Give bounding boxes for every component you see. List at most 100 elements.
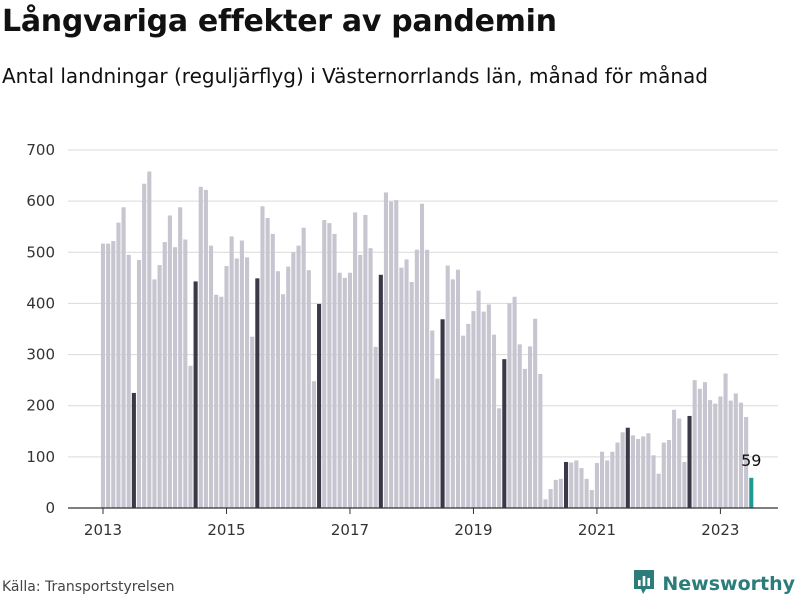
bar-2013-07 <box>131 392 136 508</box>
bar-2019-07 <box>502 359 507 508</box>
brand[interactable]: Newsworthy <box>632 569 795 599</box>
x-tick-label: 2019 <box>454 521 492 539</box>
bar-2014-10 <box>208 245 214 508</box>
bar-2023-03 <box>728 400 733 508</box>
bar-2017-04 <box>363 214 368 508</box>
bar-2013-12 <box>157 265 162 508</box>
bar-2018-09 <box>450 279 455 508</box>
bar-2017-11 <box>399 267 404 508</box>
bar-2021-03 <box>605 460 610 508</box>
bar-2022-01 <box>656 473 661 508</box>
bar-2018-10 <box>455 269 461 508</box>
bar-2015-01 <box>224 266 229 508</box>
bar-2016-08 <box>322 220 327 508</box>
bar-2017-07 <box>378 274 383 508</box>
bar-2015-12 <box>281 294 286 508</box>
bar-2014-09 <box>203 189 208 508</box>
bar-2018-02 <box>414 249 419 509</box>
y-tick-label: 400 <box>26 294 55 312</box>
bar-2015-09 <box>265 218 270 508</box>
bar-2018-03 <box>419 203 425 508</box>
bar-2023-05 <box>738 402 744 508</box>
bar-2019-06 <box>497 408 502 508</box>
bar-2019-01 <box>471 311 476 508</box>
bar-2019-09 <box>512 296 517 508</box>
bar-2018-11 <box>461 335 466 508</box>
bar-2015-07 <box>255 278 260 508</box>
bar-2021-04 <box>610 451 615 508</box>
bar-2013-08 <box>136 259 142 508</box>
bar-2017-10 <box>394 200 399 508</box>
bar-2017-12 <box>404 259 409 508</box>
bar-2016-02 <box>291 252 296 508</box>
bar-2023-07 <box>749 477 754 508</box>
bar-2020-01 <box>533 318 538 508</box>
x-tick-label: 2023 <box>701 521 739 539</box>
bar-2021-10 <box>641 436 646 508</box>
bar-2022-08 <box>692 380 697 508</box>
bar-2021-12 <box>651 455 656 508</box>
brand-name: Newsworthy <box>662 573 795 595</box>
bar-2017-05 <box>368 248 373 508</box>
bar-2020-11 <box>584 478 589 508</box>
data-labels: 59 <box>741 451 761 470</box>
bar-2022-02 <box>661 442 666 508</box>
x-tick-label: 2017 <box>331 521 369 539</box>
bar-2021-11 <box>646 433 651 508</box>
bar-2014-11 <box>214 294 219 508</box>
bar-2019-05 <box>491 334 497 508</box>
bar-2017-01 <box>347 272 353 508</box>
bar-2014-01 <box>162 242 167 508</box>
bar-2016-10 <box>332 233 337 508</box>
bar-2016-12 <box>342 277 347 508</box>
source-note: Källa: Transportstyrelsen <box>2 579 175 595</box>
bar-2014-08 <box>198 186 203 508</box>
bar-2021-05 <box>615 442 620 508</box>
bar-2020-09 <box>574 460 579 508</box>
bar-2020-06 <box>558 478 563 508</box>
bar-2022-11 <box>708 400 713 508</box>
y-tick-label: 0 <box>45 499 55 517</box>
bar-2022-04 <box>672 409 677 508</box>
bar-2022-12 <box>713 403 718 508</box>
bar-2021-06 <box>620 432 625 508</box>
bar-2018-06 <box>435 378 440 508</box>
bar-2017-03 <box>358 254 363 508</box>
x-tick-label: 2013 <box>84 521 122 539</box>
bar-2021-01 <box>594 462 599 508</box>
bar-2015-11 <box>275 271 280 508</box>
bar-2016-03 <box>296 245 301 508</box>
bar-2019-12 <box>527 346 533 508</box>
y-axis-ticks: 0 100 200 300 400 500 600 700 <box>26 141 55 517</box>
bar-2014-04 <box>178 207 183 508</box>
bar-2016-04 <box>301 227 306 509</box>
bar-2013-11 <box>152 279 157 508</box>
bar-2015-08 <box>260 206 265 508</box>
bar-2013-09 <box>142 183 147 508</box>
y-tick-label: 600 <box>26 192 55 210</box>
bar-2020-04 <box>548 489 553 508</box>
bar-2016-09 <box>327 223 332 508</box>
bar-2021-08 <box>630 435 635 508</box>
bar-2015-06 <box>250 336 255 508</box>
bar-2013-02 <box>106 243 111 508</box>
bar-2019-11 <box>522 368 527 508</box>
bar-2013-05 <box>121 207 126 508</box>
bar-2015-04 <box>239 240 244 508</box>
bar-2018-01 <box>409 281 414 508</box>
bar-2020-03 <box>543 499 548 508</box>
bar-2017-06 <box>373 346 378 508</box>
bars <box>100 171 754 509</box>
bar-2020-12 <box>589 490 594 508</box>
bar-2023-01 <box>718 396 723 508</box>
bar-2017-09 <box>389 201 394 508</box>
bar-2017-08 <box>383 192 389 508</box>
bar-2018-05 <box>430 330 435 508</box>
bar-2018-12 <box>466 323 471 508</box>
y-tick-label: 700 <box>26 141 55 159</box>
bar-2013-03 <box>111 241 116 508</box>
bar-2017-02 <box>353 212 358 508</box>
chart-title: Långvariga effekter av pandemin <box>2 4 557 39</box>
bar-2021-02 <box>600 451 605 508</box>
